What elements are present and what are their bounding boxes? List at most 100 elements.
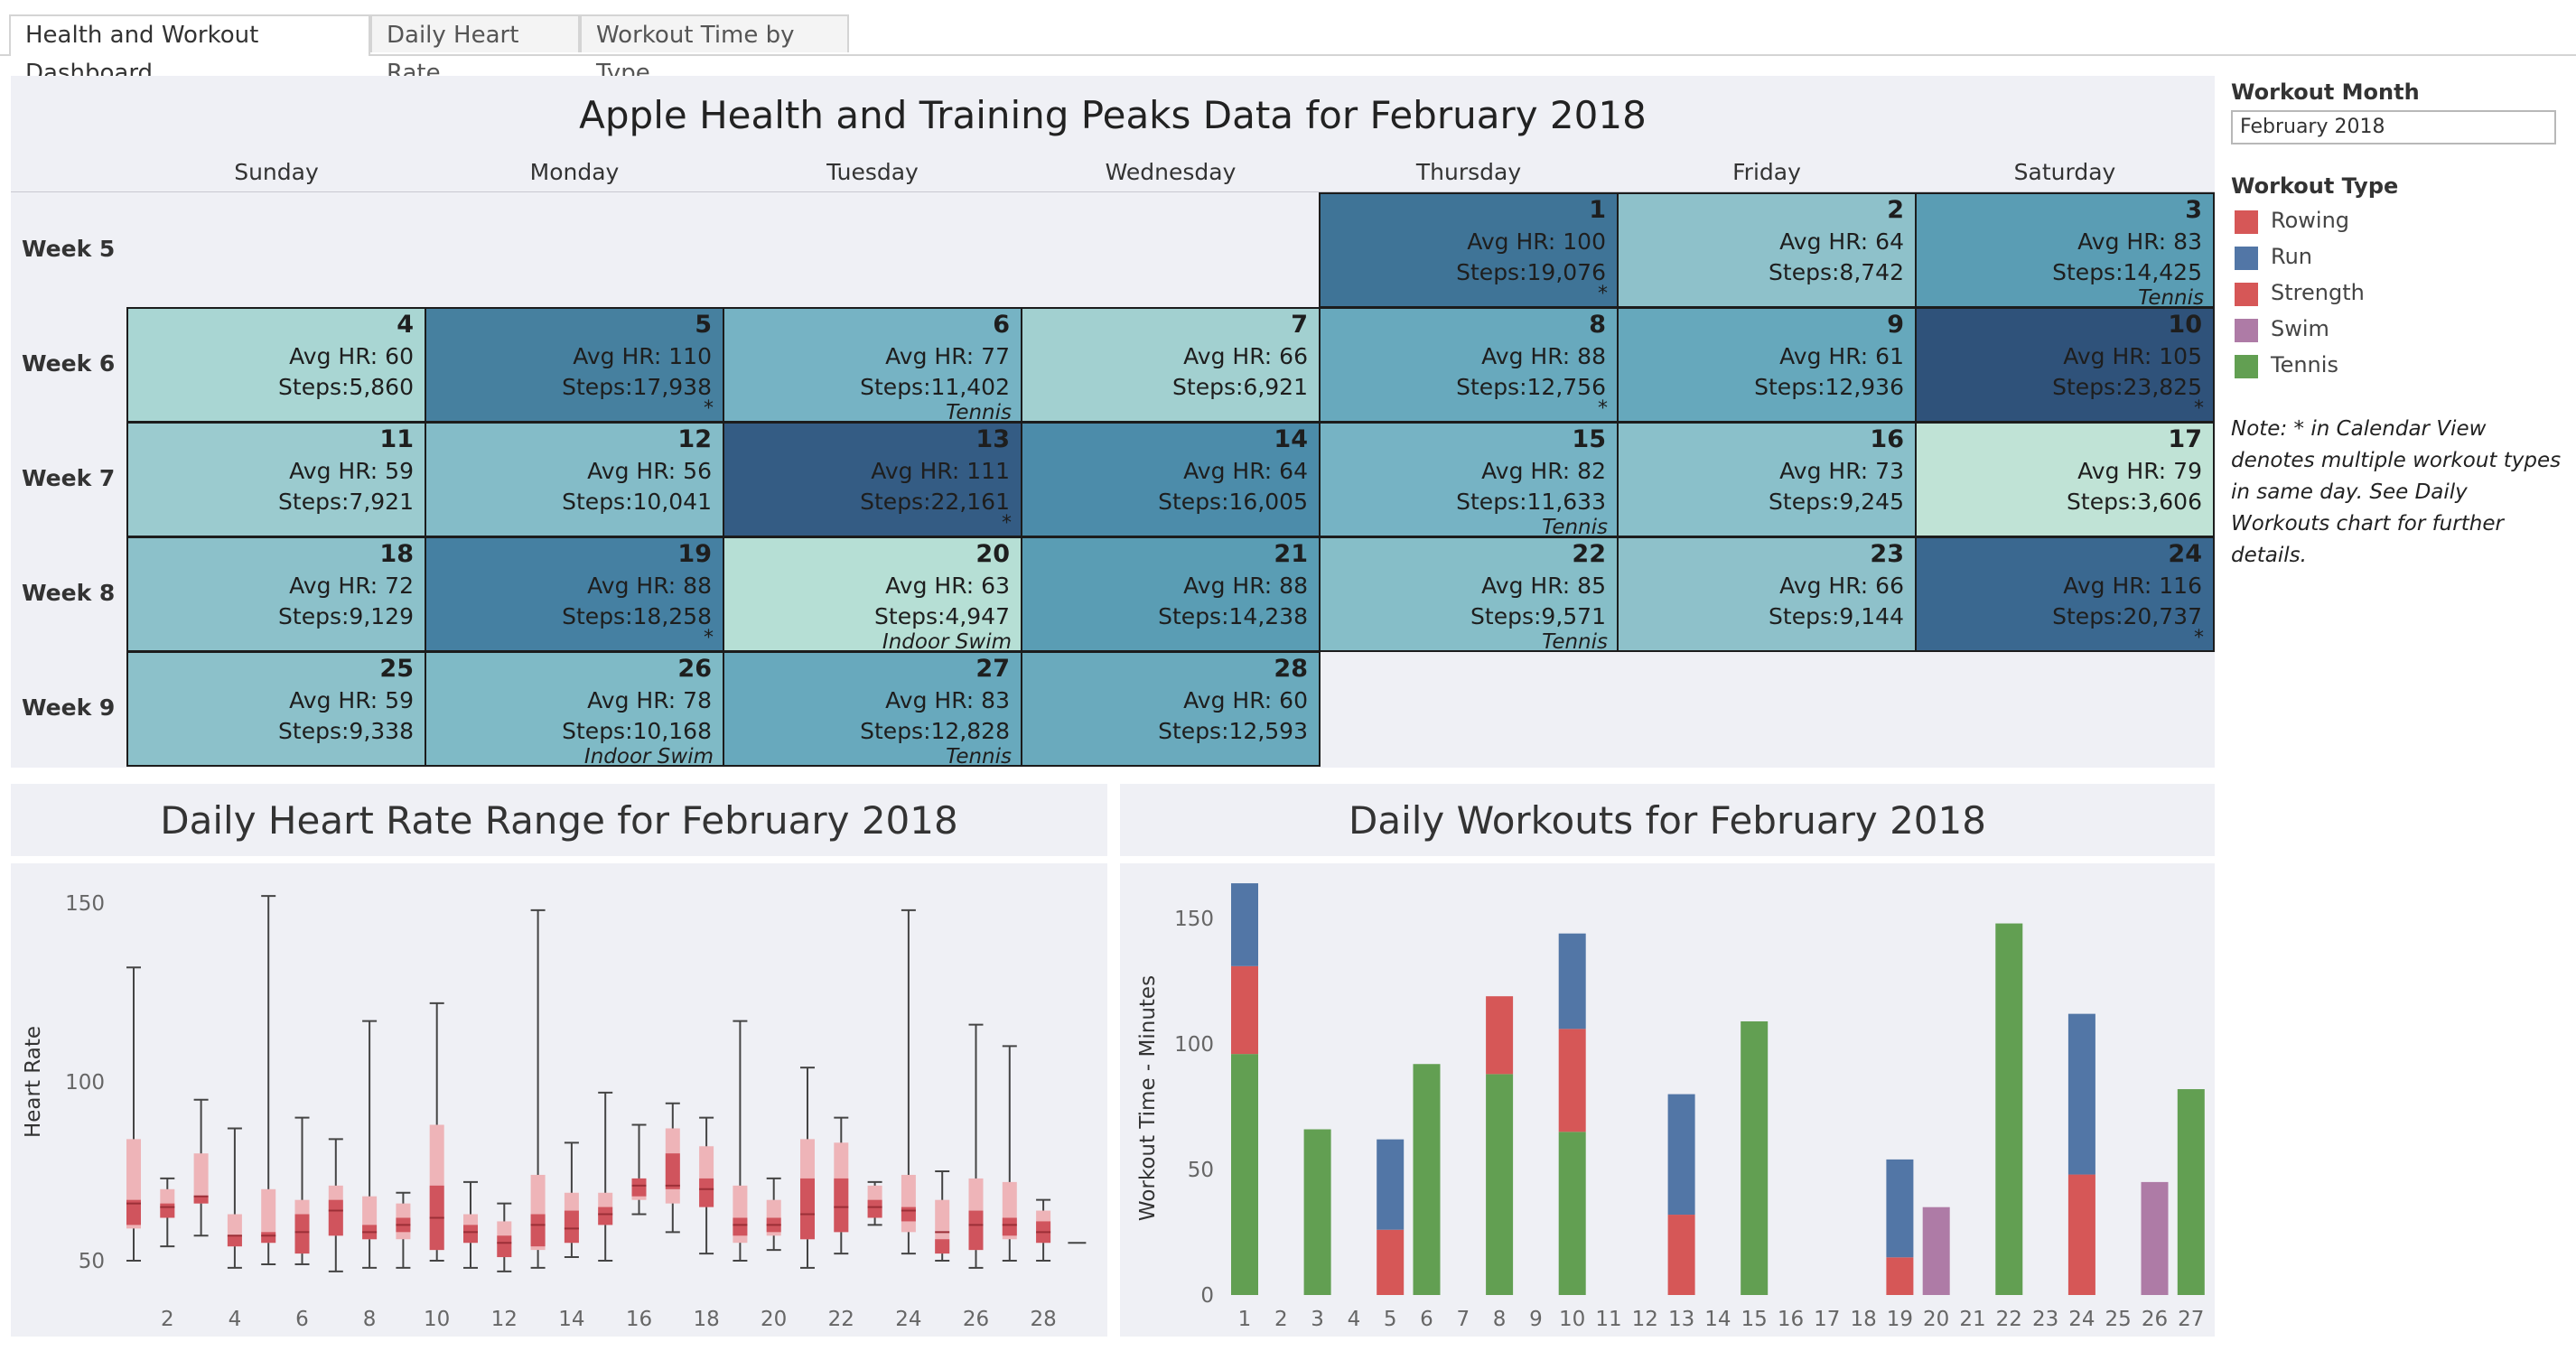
multi-workout-marker: * — [1598, 283, 1608, 305]
heart-rate-chart-panel: Heart Rate 50 100 150 2 4 6 8 10 12 14 16 18 20 22 24 26… — [11, 863, 1107, 1337]
x-tick-label: 20 — [761, 1308, 787, 1331]
calendar-day-cell[interactable]: 20 Avg HR: 63 Steps:4,947 Indoor Swim — [723, 536, 1022, 652]
bar-segment-tennis — [1741, 1020, 1769, 1295]
workout-note: Tennis — [946, 745, 1012, 765]
calendar-day-cell[interactable]: 14 Avg HR: 64 Steps:16,005 — [1021, 422, 1321, 537]
day-name-wednesday: Wednesday — [1105, 159, 1237, 185]
step-count: Steps:8,742 — [1769, 259, 1904, 285]
calendar-day-cell[interactable]: 18 Avg HR: 72 Steps:9,129 — [126, 536, 426, 652]
avg-heart-rate: Avg HR: 105 — [2063, 343, 2202, 369]
calendar-day-cell[interactable]: 8 Avg HR: 88 Steps:12,756 * — [1319, 307, 1619, 423]
x-tick-label: 2 — [161, 1308, 174, 1331]
calendar-day-cell[interactable]: 3 Avg HR: 83 Steps:14,425 Tennis — [1915, 192, 2215, 308]
calendar-day-cell[interactable]: 12 Avg HR: 56 Steps:10,041 — [425, 422, 724, 537]
calendar-day-cell[interactable]: 4 Avg HR: 60 Steps:5,860 — [126, 307, 426, 423]
x-tick-label: 4 — [229, 1308, 242, 1331]
avg-heart-rate: Avg HR: 56 — [587, 458, 712, 484]
x-tick-label: 10 — [424, 1308, 450, 1331]
day-number: 12 — [677, 425, 712, 453]
tab-health-and-workout-dashboard[interactable]: Health and Workout Dashboard — [9, 14, 370, 87]
step-count: Steps:4,947 — [874, 603, 1010, 629]
tab-bar: Health and Workout Dashboard Daily Heart… — [0, 14, 2576, 87]
calendar-day-cell[interactable]: 9 Avg HR: 61 Steps:12,936 — [1617, 307, 1917, 423]
x-tick-label: 13 — [1668, 1308, 1694, 1331]
x-tick-label: 9 — [1529, 1308, 1543, 1331]
week-label: Week 6 — [22, 350, 116, 377]
x-tick-label: 20 — [1923, 1308, 1949, 1331]
day-number: 16 — [1870, 425, 1904, 453]
calendar-day-cell[interactable]: 7 Avg HR: 66 Steps:6,921 — [1021, 307, 1321, 423]
workout-note: Indoor Swim — [882, 630, 1012, 650]
box-inner — [834, 1178, 849, 1233]
step-count: Steps:12,828 — [860, 718, 1010, 744]
day-number: 1 — [1589, 196, 1606, 224]
calendar-day-cell[interactable]: 27 Avg HR: 83 Steps:12,828 Tennis — [723, 651, 1022, 767]
avg-heart-rate: Avg HR: 82 — [1481, 458, 1606, 484]
calendar-day-cell[interactable]: 16 Avg HR: 73 Steps:9,245 — [1617, 422, 1917, 537]
legend-label: Strength — [2271, 280, 2365, 305]
calendar-day-cell[interactable]: 13 Avg HR: 111 Steps:22,161 * — [723, 422, 1022, 537]
x-tick-label: 11 — [1595, 1308, 1621, 1331]
x-tick-label: 15 — [1741, 1308, 1768, 1331]
workout-note: Tennis — [946, 401, 1012, 421]
calendar-day-cell[interactable]: 5 Avg HR: 110 Steps:17,938 * — [425, 307, 724, 423]
step-count: Steps:12,756 — [1456, 374, 1606, 400]
step-count: Steps:23,825 — [2052, 374, 2202, 400]
calendar-day-cell[interactable]: 11 Avg HR: 59 Steps:7,921 — [126, 422, 426, 537]
day-name-friday: Friday — [1732, 159, 1801, 185]
step-count: Steps:7,921 — [278, 489, 414, 515]
avg-heart-rate: Avg HR: 79 — [2077, 458, 2202, 484]
tab-workout-time-by-type[interactable]: Workout Time by Type — [580, 14, 849, 87]
calendar-day-cell[interactable]: 2 Avg HR: 64 Steps:8,742 — [1617, 192, 1917, 308]
day-number: 10 — [2168, 311, 2202, 339]
y-tick-label: 100 — [65, 1071, 105, 1095]
y-tick-label: 0 — [1200, 1284, 1214, 1308]
calendar-day-cell[interactable]: 6 Avg HR: 77 Steps:11,402 Tennis — [723, 307, 1022, 423]
calendar-day-cell[interactable]: 21 Avg HR: 88 Steps:14,238 — [1021, 536, 1321, 652]
calendar-day-cell[interactable]: 23 Avg HR: 66 Steps:9,144 — [1617, 536, 1917, 652]
workout-month-filter[interactable]: February 2018 — [2231, 110, 2556, 144]
calendar-day-cell[interactable]: 17 Avg HR: 79 Steps:3,606 — [1915, 422, 2215, 537]
step-count: Steps:19,076 — [1456, 259, 1606, 285]
x-tick-label: 24 — [895, 1308, 921, 1331]
x-tick-label: 26 — [2142, 1308, 2168, 1331]
bar-segment-run — [1886, 1159, 1914, 1258]
calendar-grid: Week 5 Week 6 Week 7 Week 8 Week 9 1 Avg HR: 1… — [11, 192, 2215, 768]
day-number: 14 — [1274, 425, 1308, 453]
box-plot-day — [261, 895, 276, 1265]
avg-heart-rate: Avg HR: 116 — [2063, 573, 2202, 599]
legend-label: Run — [2271, 244, 2313, 269]
workout-note: Tennis — [1542, 630, 1608, 650]
calendar-day-cell[interactable]: 28 Avg HR: 60 Steps:12,593 — [1021, 651, 1321, 767]
calendar-day-cell[interactable]: 22 Avg HR: 85 Steps:9,571 Tennis — [1319, 536, 1619, 652]
bar-segment-strength — [2067, 1174, 2095, 1295]
box-plot-day — [867, 1180, 882, 1226]
calendar-day-cell[interactable]: 1 Avg HR: 100 Steps:19,076 * — [1319, 192, 1619, 308]
calendar-day-cell[interactable]: 15 Avg HR: 82 Steps:11,633 Tennis — [1319, 422, 1619, 537]
avg-heart-rate: Avg HR: 100 — [1467, 228, 1606, 255]
calendar-day-cell[interactable]: 24 Avg HR: 116 Steps:20,737 * — [1915, 536, 2215, 652]
tab-daily-heart-rate[interactable]: Daily Heart Rate — [370, 14, 580, 87]
bar-segment-tennis — [1995, 923, 2023, 1295]
day-number: 9 — [1887, 311, 1904, 339]
day-number: 17 — [2168, 425, 2202, 453]
calendar-day-cell[interactable]: 26 Avg HR: 78 Steps:10,168 Indoor Swim — [425, 651, 724, 767]
box-inner — [530, 1214, 546, 1247]
legend-label: Tennis — [2271, 352, 2338, 377]
legend-swatch — [2235, 283, 2258, 306]
avg-heart-rate: Avg HR: 88 — [1183, 573, 1308, 599]
avg-heart-rate: Avg HR: 63 — [885, 573, 1010, 599]
calendar-day-cell[interactable]: 25 Avg HR: 59 Steps:9,338 — [126, 651, 426, 767]
x-tick-label: 12 — [1632, 1308, 1658, 1331]
x-tick-label: 12 — [491, 1308, 518, 1331]
box-plot-day — [294, 1116, 310, 1265]
day-number: 5 — [695, 311, 712, 339]
box-plot-day — [699, 1116, 714, 1255]
calendar-day-cell[interactable]: 19 Avg HR: 88 Steps:18,258 * — [425, 536, 724, 652]
avg-heart-rate: Avg HR: 59 — [289, 687, 414, 713]
calendar-day-cell[interactable]: 10 Avg HR: 105 Steps:23,825 * — [1915, 307, 2215, 423]
day-number: 15 — [1572, 425, 1606, 453]
box-inner — [867, 1199, 882, 1218]
